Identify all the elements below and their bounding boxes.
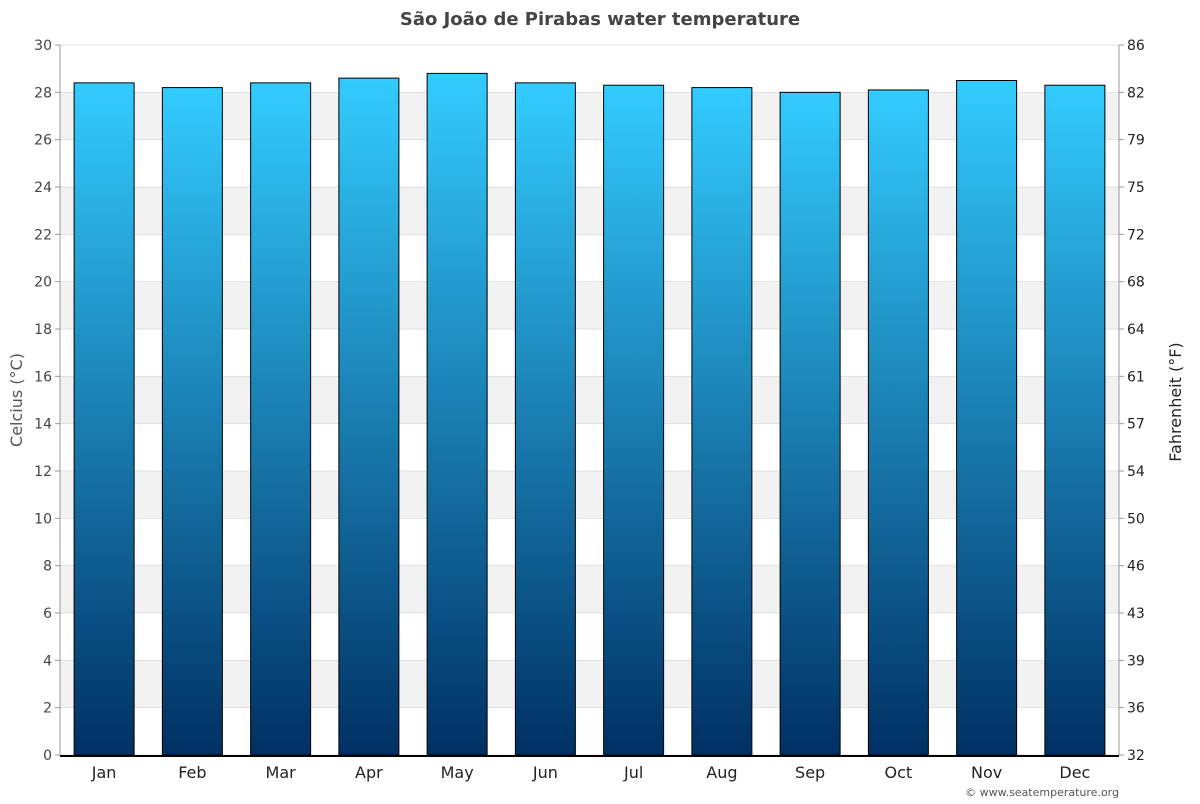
y-tick-label-right: 86 bbox=[1127, 38, 1145, 54]
y-tick-label: 12 bbox=[34, 464, 52, 480]
y-tick-label: 22 bbox=[34, 227, 52, 243]
y-tick-label: 30 bbox=[34, 38, 52, 54]
x-tick-label: Feb bbox=[178, 763, 206, 782]
grid-band bbox=[60, 187, 1119, 235]
y-tick-label: 0 bbox=[43, 748, 52, 764]
y-tick-label: 28 bbox=[34, 85, 52, 101]
x-tick-label: Dec bbox=[1059, 763, 1090, 782]
y-tick-label-right: 64 bbox=[1127, 322, 1145, 338]
y-tick-label-right: 79 bbox=[1127, 133, 1145, 149]
grid-bands bbox=[60, 92, 1119, 708]
y-tick-label-right: 72 bbox=[1127, 227, 1145, 243]
bar-nov bbox=[956, 80, 1018, 756]
x-tick-label: Apr bbox=[355, 763, 383, 782]
x-tick-label: Oct bbox=[885, 763, 913, 782]
x-tick-label: Nov bbox=[971, 763, 1002, 782]
bar-jan bbox=[73, 82, 135, 756]
y-tick-label-right: 32 bbox=[1127, 748, 1145, 764]
y-tick-label-right: 61 bbox=[1127, 369, 1145, 385]
bar-jul bbox=[603, 84, 665, 756]
bar-oct bbox=[867, 89, 929, 756]
y-tick-label-right: 50 bbox=[1127, 511, 1145, 527]
y-tick-label: 24 bbox=[34, 180, 52, 196]
bar-apr bbox=[338, 77, 400, 756]
x-tick-label: May bbox=[441, 763, 474, 782]
y-tick-label-right: 43 bbox=[1127, 606, 1145, 622]
bar-dec bbox=[1044, 84, 1106, 756]
y-tick-label: 18 bbox=[34, 322, 52, 338]
y-tick-label: 20 bbox=[34, 275, 52, 291]
bar-mar bbox=[250, 82, 312, 756]
y-tick-label-right: 36 bbox=[1127, 701, 1145, 717]
y-tick-label: 26 bbox=[34, 133, 52, 149]
x-tick-label: Jan bbox=[91, 763, 117, 782]
x-tick-label: Mar bbox=[266, 763, 297, 782]
grid-band bbox=[60, 376, 1119, 424]
bar-aug bbox=[691, 87, 753, 756]
bar-sep bbox=[779, 91, 841, 756]
grid-band bbox=[60, 281, 1119, 329]
bar-feb bbox=[161, 87, 223, 756]
y-tick-label-right: 75 bbox=[1127, 180, 1145, 196]
bar-may bbox=[426, 72, 488, 756]
axes: 0 32 2 36 4 39 6 43 8 46 10 50 12 54 14 57 16 61 18 64 20 68 2… bbox=[34, 38, 1145, 782]
x-tick-label: Aug bbox=[706, 763, 737, 782]
bar-jun bbox=[514, 82, 576, 756]
grid-band bbox=[60, 660, 1119, 708]
y-tick-label-right: 54 bbox=[1127, 464, 1145, 480]
y-tick-label: 2 bbox=[43, 701, 52, 717]
grid-band bbox=[60, 471, 1119, 519]
x-tick-label: Jul bbox=[623, 763, 643, 782]
x-tick-label: Jun bbox=[532, 763, 558, 782]
x-tick-label: Sep bbox=[795, 763, 825, 782]
y-tick-label-right: 46 bbox=[1127, 559, 1145, 575]
y-tick-label: 10 bbox=[34, 511, 52, 527]
y-axis-label-left: Celcius (°C) bbox=[7, 353, 26, 447]
y-tick-label: 8 bbox=[43, 559, 52, 575]
bars bbox=[73, 72, 1106, 756]
y-axis-label-right: Fahrenheit (°F) bbox=[1166, 342, 1185, 461]
y-tick-label-right: 39 bbox=[1127, 653, 1145, 669]
y-tick-label: 14 bbox=[34, 417, 52, 433]
y-tick-label: 6 bbox=[43, 606, 52, 622]
grid-band bbox=[60, 565, 1119, 613]
y-tick-label-right: 82 bbox=[1127, 85, 1145, 101]
y-tick-label: 16 bbox=[34, 369, 52, 385]
grid-band bbox=[60, 92, 1119, 140]
y-tick-label-right: 57 bbox=[1127, 417, 1145, 433]
credit: © www.seatemperature.org bbox=[965, 786, 1119, 799]
y-tick-label-right: 68 bbox=[1127, 275, 1145, 291]
y-tick-label: 4 bbox=[43, 653, 52, 669]
chart-title: São João de Pirabas water temperature bbox=[400, 9, 800, 30]
